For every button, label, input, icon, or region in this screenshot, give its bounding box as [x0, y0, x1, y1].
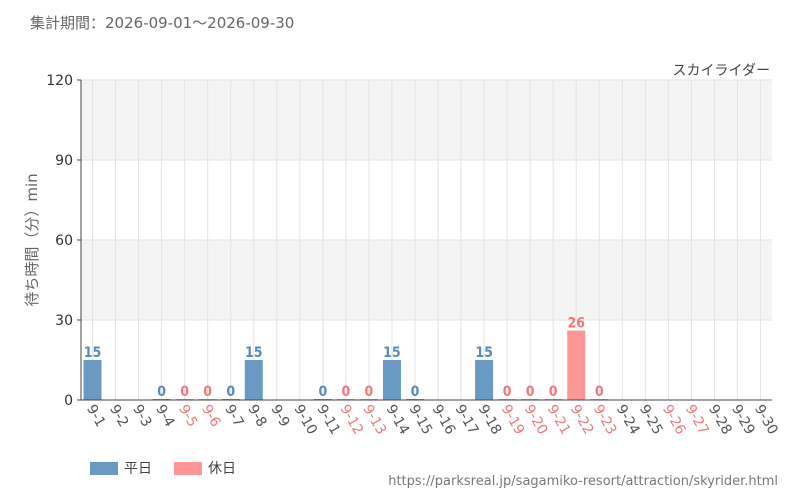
bar-value-label: 0 — [503, 384, 512, 400]
bar-value-label: 0 — [526, 384, 535, 400]
bar-9-14 — [382, 360, 401, 400]
bar-value-label: 15 — [84, 345, 102, 361]
period-label: 集計期間：2026-09-01～2026-09-30 — [30, 14, 295, 32]
legend-label-holiday: 休日 — [208, 461, 236, 477]
x-tick-label: 9-9 — [267, 402, 292, 430]
x-tick-label: 9-28 — [705, 402, 735, 438]
legend-label-weekday: 平日 — [124, 461, 152, 477]
plot-bands — [81, 80, 772, 320]
y-tick-label: 60 — [55, 233, 73, 249]
bar-value-label: 0 — [226, 384, 235, 400]
x-tick-label: 9-20 — [521, 402, 551, 438]
x-tick-label: 9-15 — [406, 402, 436, 438]
plot-band — [81, 240, 772, 320]
x-tick-label: 9-12 — [336, 402, 366, 438]
bar-value-label: 0 — [595, 384, 604, 400]
bar-9-1 — [83, 360, 102, 400]
x-tick-label: 9-13 — [359, 402, 389, 438]
bar-value-label: 0 — [549, 384, 558, 400]
legend-item-weekday: 平日 — [90, 458, 152, 478]
x-tick-label: 9-21 — [544, 402, 574, 438]
x-tick-label: 9-14 — [382, 402, 412, 438]
x-tick-label: 9-1 — [83, 402, 108, 430]
bar-value-label: 26 — [567, 316, 585, 332]
y-tick-label: 90 — [55, 153, 73, 169]
x-tick-label: 9-3 — [129, 402, 154, 430]
bar-9-8 — [244, 360, 263, 400]
x-tick-label: 9-6 — [198, 402, 223, 430]
gridlines — [81, 79, 772, 400]
legend-swatch-holiday — [174, 461, 202, 475]
bar-value-label: 0 — [411, 384, 420, 400]
x-tick-label: 9-29 — [728, 402, 758, 438]
x-tick-label: 9-25 — [636, 402, 666, 438]
x-tick-label: 9-23 — [590, 402, 620, 438]
x-tick-label: 9-27 — [682, 402, 712, 438]
x-tick-label: 9-24 — [613, 402, 643, 438]
y-tick-label: 0 — [64, 393, 73, 409]
bar-value-label: 15 — [245, 345, 263, 361]
bar-value-label: 0 — [157, 384, 166, 400]
plot-band — [81, 80, 772, 160]
x-tick-label: 9-2 — [106, 402, 131, 430]
y-axis-ticks: 0 30 60 90 120 — [46, 73, 81, 409]
x-tick-label: 9-8 — [244, 402, 269, 430]
x-tick-label: 9-4 — [152, 402, 177, 430]
legend-item-holiday: 休日 — [174, 458, 236, 478]
x-tick-label: 9-26 — [659, 402, 689, 438]
x-tick-label: 9-10 — [290, 402, 320, 438]
legend-swatch-weekday — [90, 461, 118, 475]
x-tick-label: 9-19 — [498, 402, 528, 438]
x-tick-label: 9-18 — [475, 402, 505, 438]
chart-subtitle: スカイライダー — [673, 63, 770, 79]
bar-value-label: 0 — [342, 384, 351, 400]
bar-value-label: 0 — [365, 384, 374, 400]
x-axis-ticks: 9-19-29-39-49-59-69-79-89-99-109-119-129… — [83, 402, 781, 438]
bar-value-label: 0 — [180, 384, 189, 400]
y-axis-title: 待ち時間（分）min — [23, 173, 41, 306]
bar-value-label: 15 — [383, 345, 401, 361]
x-tick-label: 9-30 — [751, 402, 781, 438]
y-tick-label: 30 — [55, 313, 73, 329]
x-tick-label: 9-7 — [221, 402, 246, 430]
x-tick-label: 9-5 — [175, 402, 200, 430]
y-tick-label: 120 — [46, 73, 73, 89]
x-tick-label: 9-22 — [567, 402, 597, 438]
source-url: https://parksreal.jp/sagamiko-resort/att… — [388, 474, 778, 489]
bar-value-label: 15 — [475, 345, 493, 361]
x-tick-label: 9-16 — [429, 402, 459, 438]
bar-value-label: 0 — [203, 384, 212, 400]
x-tick-label: 9-17 — [452, 402, 482, 438]
bar-9-18 — [475, 360, 494, 400]
x-tick-label: 9-11 — [313, 402, 343, 438]
bar-value-label: 0 — [318, 384, 327, 400]
bar-9-22 — [567, 330, 586, 400]
